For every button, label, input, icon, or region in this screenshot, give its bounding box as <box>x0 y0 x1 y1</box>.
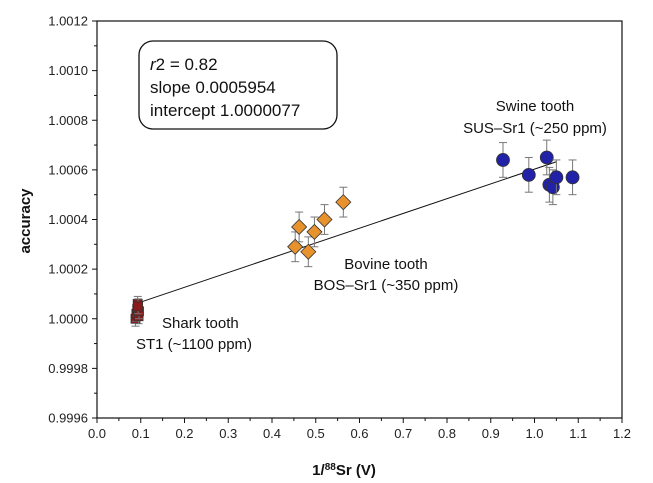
x-tick-label: 0.0 <box>88 426 106 441</box>
data-point <box>306 223 323 240</box>
annotation-bovine-line1: Bovine tooth <box>344 256 427 273</box>
series-diamond <box>287 186 352 268</box>
x-tick-label: 0.7 <box>394 426 412 441</box>
data-point <box>316 211 333 228</box>
x-tick-label: 0.1 <box>132 426 150 441</box>
series-circle <box>496 139 580 206</box>
x-tick-label: 1.1 <box>569 426 587 441</box>
x-tick-label: 1.2 <box>613 426 631 441</box>
fit-layer <box>136 161 557 305</box>
series-square <box>130 295 144 327</box>
x-tick-label: 0.4 <box>263 426 281 441</box>
x-tick-label: 0.8 <box>438 426 456 441</box>
x-tick-label: 0.5 <box>307 426 325 441</box>
y-axis: 0.9996 0.9998 1.0000 1.0002 1.0004 1.0006 1.00… <box>48 14 97 426</box>
annotation-shark-line1: Shark tooth <box>162 315 239 332</box>
x-axis-label-superscript: 88 <box>325 462 337 473</box>
y-tick-label: 1.0006 <box>48 162 88 177</box>
x-tick-label: 1.0 <box>525 426 543 441</box>
x-tick-label: 0.2 <box>175 426 193 441</box>
y-tick-label: 1.0012 <box>48 14 88 29</box>
data-point <box>287 238 304 255</box>
data-point <box>300 243 317 260</box>
annotation-swine: Swine tooth SUS–Sr1 (~250 ppm) <box>463 98 607 137</box>
y-tick-label: 1.0002 <box>48 262 88 277</box>
y-tick-label: 1.0000 <box>48 311 88 326</box>
y-axis-label: accuracy <box>17 188 34 254</box>
x-axis-label: 1/88Sr (V) <box>312 462 376 480</box>
data-point <box>335 194 352 211</box>
x-axis-label-suffix: Sr (V) <box>336 462 376 479</box>
x-axis: 0.0 0.1 0.2 0.3 0.4 0.5 0.6 0.7 0.8 0.9 1.0 1.1 1.2 <box>88 418 631 441</box>
stats-box: r2 = 0.82 slope 0.0005954 intercept 1.00… <box>138 40 338 130</box>
annotation-bovine-line2: BOS–Sr1 (~350 ppm) <box>314 277 459 294</box>
data-point <box>549 170 564 185</box>
annotation-swine-line1: Swine tooth <box>496 98 574 115</box>
x-axis-label-prefix: 1/ <box>312 462 325 479</box>
y-tick-label: 0.9996 <box>48 411 88 426</box>
x-tick-label: 0.3 <box>219 426 237 441</box>
annotation-shark: Shark tooth ST1 (~1100 ppm) <box>136 315 252 353</box>
points-layer <box>130 139 580 327</box>
x-tick-label: 0.9 <box>482 426 500 441</box>
annotation-shark-line2: ST1 (~1100 ppm) <box>136 336 252 353</box>
x-tick-label: 0.6 <box>350 426 368 441</box>
data-point <box>496 153 510 167</box>
y-tick-label: 1.0010 <box>48 63 88 78</box>
data-point <box>291 218 308 236</box>
stats-slope: slope 0.0005954 <box>150 78 276 97</box>
data-point <box>133 301 144 312</box>
stats-box-frame <box>138 40 338 130</box>
y-tick-label: 1.0004 <box>48 212 88 227</box>
annotation-bovine: Bovine tooth BOS–Sr1 (~350 ppm) <box>314 256 459 294</box>
y-tick-label: 0.9998 <box>48 361 88 376</box>
stats-r2: r2 = 0.82 <box>150 55 218 74</box>
data-point <box>539 150 554 165</box>
stats-intercept: intercept 1.0000077 <box>150 101 300 120</box>
stats-r2-symbol: r <box>150 55 157 74</box>
stats-r2-value: 2 = 0.82 <box>156 55 218 74</box>
annotation-swine-line2: SUS–Sr1 (~250 ppm) <box>463 120 607 137</box>
data-point <box>521 167 536 182</box>
data-point <box>565 170 580 185</box>
y-tick-label: 1.0008 <box>48 113 88 128</box>
regression-line <box>136 161 557 305</box>
